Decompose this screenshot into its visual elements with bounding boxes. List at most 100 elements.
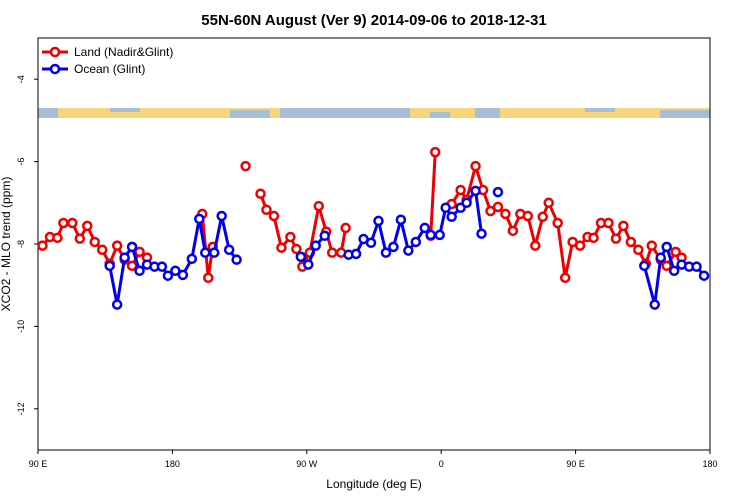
x-tick-label: 90 E (566, 459, 585, 469)
chart-title: 55N-60N August (Ver 9) 2014-09-06 to 201… (201, 12, 546, 29)
data-point (522, 210, 534, 222)
data-point (661, 241, 672, 253)
data-point (388, 241, 399, 253)
data-point (310, 240, 322, 251)
data-point (162, 270, 174, 281)
data-point (74, 233, 86, 244)
data-point (440, 202, 451, 213)
data-point (618, 220, 629, 232)
data-point (96, 244, 108, 256)
series-line (41, 152, 683, 280)
data-point (202, 272, 214, 284)
data-point (419, 222, 431, 234)
data-point (646, 240, 658, 251)
y-axis-label: XCO2 - MLO trend (ppm) (0, 177, 13, 312)
legend-label: Land (Nadir&Glint) (74, 45, 173, 59)
data-point (177, 269, 189, 281)
x-tick-label: 90 E (29, 459, 48, 469)
data-point (603, 217, 614, 229)
data-point (276, 242, 287, 253)
x-tick-label: 0 (439, 459, 444, 469)
data-point (395, 214, 407, 225)
data-point (126, 260, 138, 272)
data-point (268, 210, 280, 222)
y-tick-label: -12 (16, 402, 26, 415)
data-point (365, 237, 377, 249)
data-point (200, 247, 211, 258)
data-point (403, 245, 414, 256)
data-point (111, 299, 123, 310)
data-point (240, 160, 251, 172)
data-point (231, 254, 242, 265)
data-point (455, 184, 466, 196)
data-point (313, 200, 324, 212)
data-point (82, 220, 93, 232)
data-point (255, 188, 266, 199)
data-point (111, 240, 123, 251)
data-point (610, 233, 622, 244)
data-point (446, 211, 457, 223)
data-point (470, 160, 481, 172)
data-point (500, 208, 511, 220)
data-point (461, 197, 472, 209)
x-tick-label: 90 W (296, 459, 318, 469)
y-tick-label: -6 (16, 158, 26, 166)
data-point (625, 236, 637, 248)
data-point (126, 241, 138, 253)
data-point (633, 244, 644, 256)
data-point (89, 236, 100, 248)
data-point (492, 201, 504, 213)
data-point (485, 205, 496, 217)
data-point (434, 229, 445, 241)
data-point (470, 185, 481, 197)
data-point (223, 244, 235, 256)
data-point (559, 272, 571, 284)
data-point (58, 217, 69, 229)
y-tick-label: -4 (16, 75, 26, 83)
legend-marker (49, 63, 61, 75)
data-point (552, 217, 563, 229)
x-tick-label: 180 (702, 459, 717, 469)
data-point (537, 211, 548, 223)
data-point (303, 259, 314, 270)
data-point (655, 252, 666, 263)
data-point (134, 246, 145, 258)
x-axis-label: Longitude (deg E) (326, 477, 421, 491)
data-point (208, 247, 220, 258)
data-point (373, 215, 384, 227)
data-point (670, 246, 681, 258)
data-point (698, 270, 710, 281)
data-point (425, 229, 436, 241)
legend: Land (Nadir&Glint) Ocean (Glint) (42, 45, 173, 76)
data-point (588, 232, 599, 244)
data-point (410, 236, 422, 248)
data-point (170, 265, 181, 277)
data-point (37, 240, 48, 251)
data-point (668, 265, 680, 277)
data-point (119, 252, 130, 263)
land-mask-strip (38, 108, 710, 118)
data-point (326, 247, 338, 258)
data-point (52, 232, 63, 244)
data-point (380, 247, 392, 258)
y-tick-label: -8 (16, 240, 26, 248)
data-point (295, 251, 307, 263)
data-point (639, 260, 650, 272)
data-point (261, 204, 272, 216)
y-tick-label: -10 (16, 320, 26, 333)
data-point (156, 261, 168, 272)
data-point (649, 299, 660, 310)
data-point (194, 213, 205, 225)
data-point (104, 260, 115, 272)
data-point (291, 243, 302, 255)
x-tick-label: 180 (165, 459, 180, 469)
data-point (429, 146, 441, 158)
data-point (543, 197, 554, 209)
data-point (319, 230, 330, 242)
data-point (340, 222, 351, 234)
data-point (530, 240, 541, 251)
data-point (661, 260, 672, 272)
data-point (186, 253, 198, 265)
data-point (285, 231, 296, 243)
